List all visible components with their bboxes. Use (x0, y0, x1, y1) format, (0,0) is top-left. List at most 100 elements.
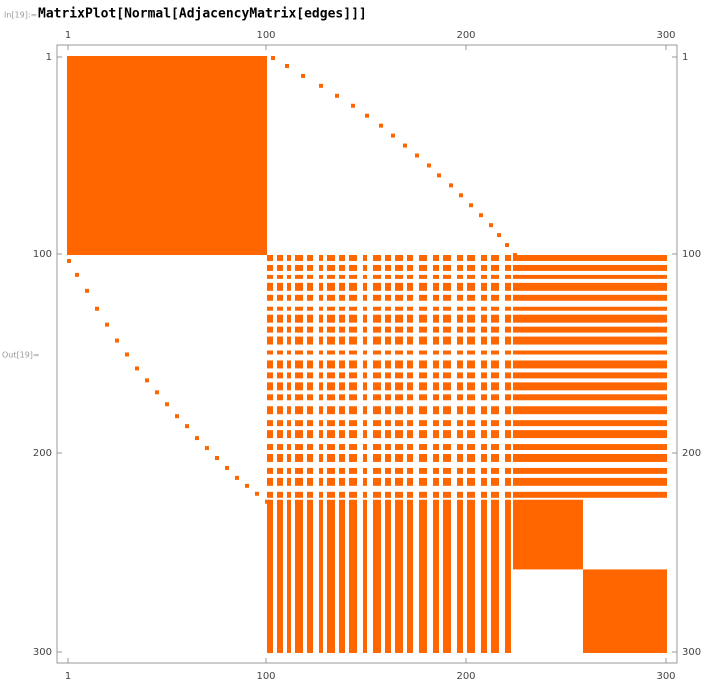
band-cell (327, 360, 335, 369)
row-band (513, 282, 667, 291)
arc-cell (155, 390, 159, 395)
y-tick-label: 100 (33, 249, 52, 260)
band-cell (443, 372, 451, 379)
band-cell (327, 394, 335, 401)
band-cell (319, 336, 323, 345)
band-cell (277, 454, 283, 462)
band-cell (457, 294, 463, 301)
band-cell (363, 420, 367, 427)
band-cell (327, 314, 335, 323)
band-cell (419, 406, 427, 415)
band-cell (349, 372, 357, 379)
band-cell (319, 454, 323, 462)
band-cell (407, 360, 413, 369)
arc-cell (205, 446, 209, 451)
band-cell (395, 372, 403, 379)
band-cell (277, 394, 283, 401)
band-cell (491, 372, 499, 379)
band-cell (295, 274, 303, 279)
band-cell (319, 477, 323, 486)
band-cell (373, 306, 381, 311)
band-cell (363, 406, 367, 415)
band-cell (481, 274, 487, 279)
band-cell (295, 382, 303, 391)
band-cell (395, 350, 403, 355)
arc-cell (497, 233, 501, 238)
band-cell (457, 406, 463, 415)
band-cell (287, 282, 291, 291)
band-cell (433, 274, 439, 279)
band-cell (419, 430, 427, 439)
arc-cell (185, 424, 189, 429)
row-band (513, 467, 667, 474)
band-cell (277, 294, 283, 301)
band-cell (307, 336, 313, 345)
band-cell (349, 491, 357, 498)
band-cell (419, 255, 427, 261)
band-cell (481, 420, 487, 427)
band-cell (363, 394, 367, 401)
arc-cell (145, 378, 149, 383)
band-cell (433, 294, 439, 301)
band-cell (467, 326, 475, 333)
arc-cell (449, 183, 453, 188)
row-band (513, 326, 667, 333)
band-cell (505, 314, 511, 323)
band-cell (433, 372, 439, 379)
row-band (513, 360, 667, 369)
band-cell (395, 274, 403, 279)
band-cell (373, 326, 381, 333)
block (513, 499, 583, 570)
band-cell (481, 336, 487, 345)
band-cell (407, 406, 413, 415)
band-cell (407, 255, 413, 261)
band-cell (307, 444, 313, 451)
arc-cell (271, 56, 275, 60)
band-cell (505, 326, 511, 333)
band-cell (443, 444, 451, 451)
band-cell (287, 274, 291, 279)
band-cell (287, 255, 291, 261)
band-cell (505, 294, 511, 301)
band-cell (295, 326, 303, 333)
input-label: In[19]:= (4, 11, 37, 20)
band-cell (277, 444, 283, 451)
band-cell (407, 477, 413, 486)
band-cell (407, 454, 413, 462)
row-band (513, 336, 667, 345)
band-cell (349, 454, 357, 462)
row-band (513, 314, 667, 323)
band-cell (295, 420, 303, 427)
band-cell (307, 372, 313, 379)
arc-cell (437, 173, 441, 178)
band-cell (327, 350, 335, 355)
arc-cell (195, 436, 199, 441)
band-cell (267, 282, 273, 291)
band-cell (505, 430, 511, 439)
col-band (457, 499, 463, 653)
band-cell (287, 306, 291, 311)
band-cell (307, 282, 313, 291)
col-band (505, 499, 511, 653)
band-cell (467, 394, 475, 401)
band-cell (395, 406, 403, 415)
row-band (513, 430, 667, 439)
band-cell (373, 255, 381, 261)
band-cell (467, 294, 475, 301)
band-cell (491, 454, 499, 462)
band-cell (467, 282, 475, 291)
band-cell (407, 430, 413, 439)
band-cell (457, 430, 463, 439)
band-cell (295, 477, 303, 486)
band-cell (491, 406, 499, 415)
band-cell (443, 264, 451, 271)
band-cell (307, 394, 313, 401)
block (67, 56, 267, 255)
band-cell (385, 467, 391, 474)
band-cell (457, 394, 463, 401)
band-cell (349, 282, 357, 291)
arc-cell (255, 491, 259, 496)
band-cell (339, 294, 345, 301)
band-cell (433, 430, 439, 439)
band-cell (287, 467, 291, 474)
